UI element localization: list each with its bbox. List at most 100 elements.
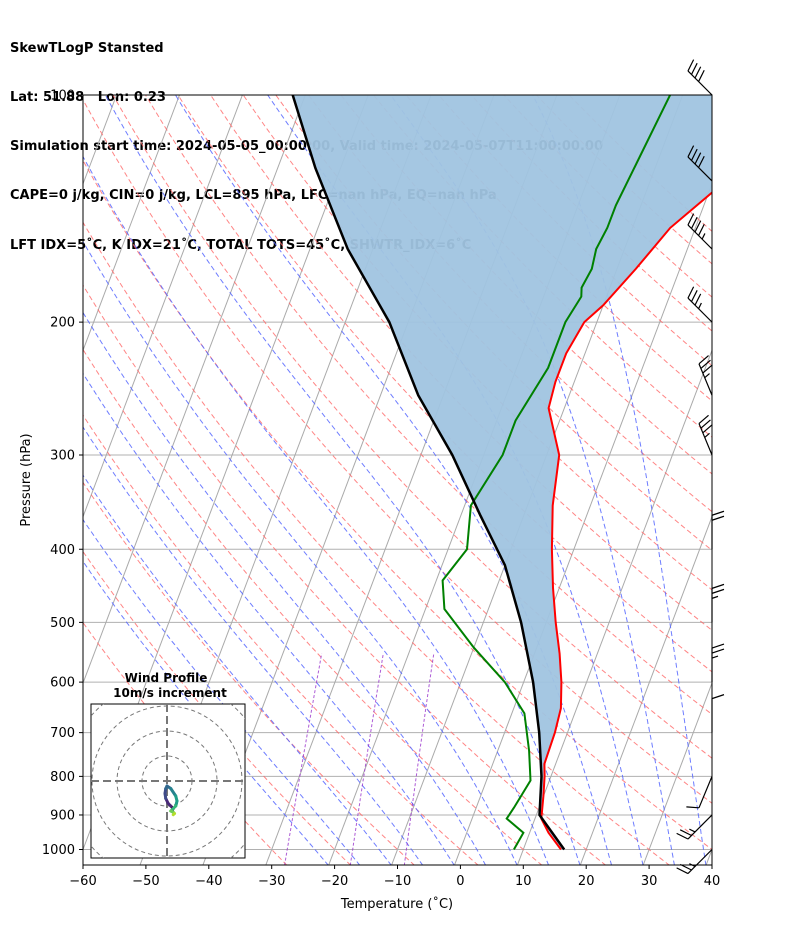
y-tick-label: 500 — [50, 616, 75, 631]
barb-flag — [694, 220, 702, 233]
barb-flag — [711, 648, 725, 654]
moist-adiabat-line — [267, 95, 644, 865]
x-tick-label: −20 — [321, 874, 348, 889]
mixing-ratio-line — [284, 653, 323, 865]
x-tick-label: 0 — [456, 874, 464, 889]
inset-subtitle: 10m/s increment — [113, 686, 227, 700]
dry-adiabat-line — [83, 550, 352, 865]
parcel-line — [291, 95, 566, 851]
barb-flag — [694, 293, 702, 306]
barb-flag — [711, 694, 725, 700]
barb-flag — [700, 359, 711, 369]
y-axis-label: Pressure (hPa) — [19, 433, 34, 526]
location-line: Lat: 51.88 Lon: 0.23 — [10, 90, 166, 106]
isotherm-line — [454, 182, 712, 865]
y-tick-label: 900 — [50, 808, 75, 823]
y-tick-label: 700 — [50, 726, 75, 741]
wind-barb — [676, 849, 713, 875]
barb-flag — [698, 69, 705, 82]
barb-flag — [698, 155, 705, 168]
barb-flag — [702, 364, 713, 374]
barb-flag — [702, 424, 713, 434]
wind-barb — [711, 694, 725, 733]
barb-flag — [690, 148, 698, 161]
x-tick-label: 10 — [515, 874, 532, 889]
barb-half-flag — [698, 302, 702, 309]
barb-flag — [711, 588, 725, 594]
barb-half-flag — [704, 373, 710, 379]
barb-flag — [698, 414, 709, 425]
isotherm-line — [642, 681, 712, 865]
dewpoint-line — [441, 95, 671, 850]
dry-adiabat-line — [373, 95, 712, 438]
isotherm-line — [769, 95, 794, 865]
moist-adiabat-line — [104, 95, 581, 865]
isotherm-line — [83, 95, 243, 519]
barb-flag — [698, 355, 709, 365]
barb-half-flag — [689, 828, 696, 833]
moist-adiabat-line — [83, 518, 361, 865]
y-tick-label: 600 — [50, 676, 75, 691]
y-axis: 100 200 300 400 500 600 700 800 900 1000 — [42, 89, 83, 858]
isotherm-line — [83, 95, 180, 352]
barb-flag — [690, 216, 698, 229]
barb-flag — [711, 510, 725, 516]
barb-staff — [698, 363, 713, 396]
x-axis-label: Temperature (˚C) — [340, 896, 453, 912]
wind-barb — [687, 213, 713, 250]
x-tick-label: −50 — [132, 874, 159, 889]
y-tick-label: 400 — [50, 543, 75, 558]
barb-flag — [687, 145, 695, 158]
x-tick-label: 40 — [704, 874, 721, 889]
barb-staff — [687, 156, 713, 182]
barb-staff — [687, 70, 713, 96]
moist-adiabat-line — [83, 560, 329, 865]
barb-flag — [686, 806, 700, 809]
wind-barb — [711, 583, 725, 623]
barb-flag — [687, 213, 695, 226]
isotherm-line — [83, 95, 306, 685]
moist-adiabat-line — [83, 474, 392, 865]
x-tick-label: −30 — [258, 874, 285, 889]
barb-half-flag — [711, 655, 719, 659]
dry-adiabat-line — [83, 348, 543, 865]
wind-barb — [711, 510, 725, 550]
barb-staff — [687, 297, 713, 323]
moist-adiabat-line — [532, 95, 707, 865]
moist-adiabat-line — [83, 311, 487, 865]
wind-barb — [687, 59, 713, 96]
cape-shading — [292, 95, 712, 850]
hodograph-segment — [169, 787, 178, 798]
barb-flag — [690, 290, 698, 302]
dry-adiabat-line — [83, 159, 712, 851]
barb-staff — [687, 849, 713, 874]
wind-barb — [686, 776, 713, 809]
mixing-ratio-line — [403, 653, 435, 865]
moist-adiabat-line — [83, 426, 424, 865]
dry-adiabat-line — [308, 95, 712, 513]
dry-adiabat-line — [83, 481, 415, 865]
barb-flag — [711, 583, 725, 589]
barb-half-flag — [701, 233, 706, 240]
barb-half-flag — [711, 595, 719, 599]
moist-adiabat-line — [83, 240, 518, 865]
barb-flag — [687, 286, 695, 299]
x-tick-label: −60 — [69, 874, 96, 889]
y-tick-label: 1000 — [42, 843, 75, 858]
x-axis: −60 −50 −40 −30 −20 −10 0 10 20 30 40 — [69, 865, 720, 889]
barb-half-flag — [704, 432, 710, 438]
isotherm-line — [516, 348, 712, 865]
x-tick-label: 20 — [578, 874, 595, 889]
barb-flag — [694, 66, 702, 79]
x-tick-label: −40 — [195, 874, 222, 889]
mixing-ratio-line — [349, 653, 384, 865]
moist-adiabat-line — [390, 95, 675, 865]
isotherm-line — [579, 515, 712, 865]
x-tick-label: 30 — [641, 874, 658, 889]
barb-staff — [698, 423, 713, 456]
y-tick-label: 800 — [50, 770, 75, 785]
barb-staff — [687, 814, 713, 840]
barb-flag — [676, 867, 689, 875]
barb-flag — [698, 223, 705, 236]
isotherm-line — [705, 848, 712, 865]
